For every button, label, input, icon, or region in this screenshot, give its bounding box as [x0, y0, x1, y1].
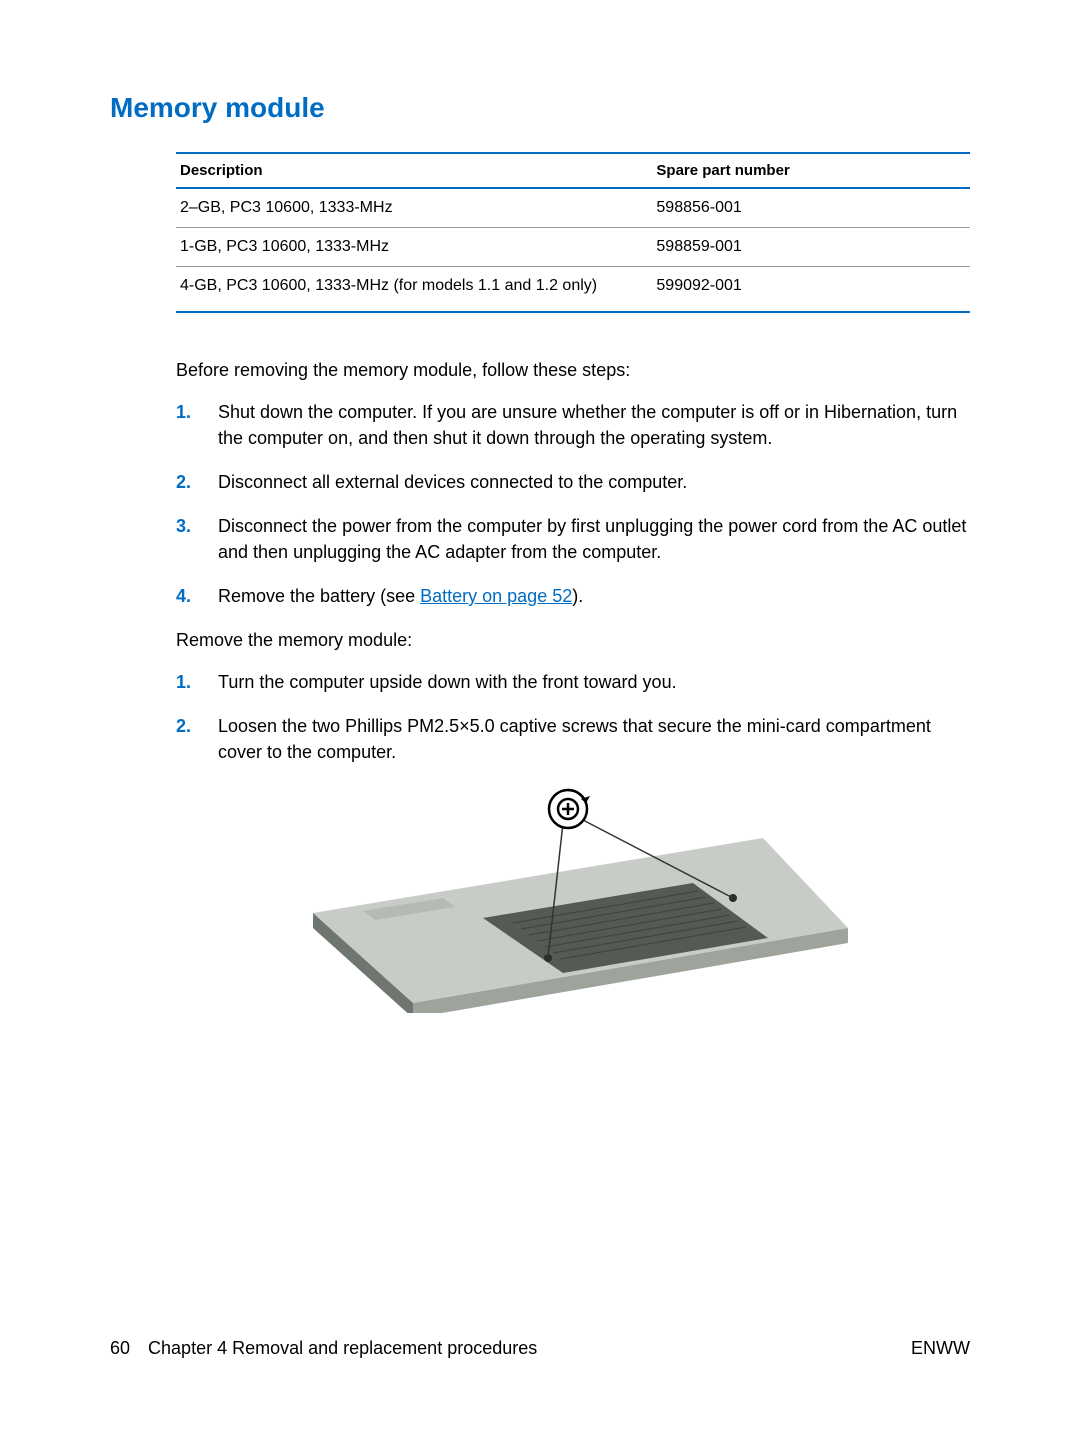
table-cell-partnumber: 598856-001	[652, 188, 970, 228]
list-item: 1. Turn the computer upside down with the…	[176, 669, 970, 695]
content-body: Description Spare part number 2–GB, PC3 …	[176, 152, 970, 1013]
intro-text: Before removing the memory module, follo…	[176, 357, 970, 383]
table-row: 1-GB, PC3 10600, 1333-MHz 598859-001	[176, 228, 970, 267]
step-text-after: ).	[572, 586, 583, 606]
step-number: 1.	[176, 399, 191, 425]
figure-container	[176, 783, 970, 1013]
list-item: 2. Disconnect all external devices connec…	[176, 469, 970, 495]
step-text-before: Remove the battery (see	[218, 586, 420, 606]
document-page: Memory module Description Spare part num…	[0, 0, 1080, 1437]
step-text: Shut down the computer. If you are unsur…	[218, 402, 957, 448]
table-header-description: Description	[176, 153, 652, 188]
table-cell-partnumber: 598859-001	[652, 228, 970, 267]
parts-table: Description Spare part number 2–GB, PC3 …	[176, 152, 970, 313]
table-row: 4-GB, PC3 10600, 1333-MHz (for models 1.…	[176, 267, 970, 313]
list-item: 2. Loosen the two Phillips PM2.5×5.0 capt…	[176, 713, 970, 765]
table-cell-partnumber: 599092-001	[652, 267, 970, 313]
intro-text-2: Remove the memory module:	[176, 627, 970, 653]
list-item: 3. Disconnect the power from the computer…	[176, 513, 970, 565]
list-item: 1. Shut down the computer. If you are uns…	[176, 399, 970, 451]
section-heading: Memory module	[110, 92, 970, 124]
step-number: 4.	[176, 583, 191, 609]
screw-callout-icon	[549, 790, 590, 828]
footer-right: ENWW	[911, 1338, 970, 1359]
page-footer: 60 Chapter 4 Removal and replacement proc…	[110, 1338, 970, 1359]
footer-left: 60 Chapter 4 Removal and replacement proc…	[110, 1338, 537, 1359]
remove-steps-list: 1. Turn the computer upside down with the…	[176, 669, 970, 765]
step-number: 2.	[176, 713, 191, 739]
list-item: 4. Remove the battery (see Battery on pag…	[176, 583, 970, 609]
laptop-bottom-illustration	[293, 783, 853, 1013]
step-number: 2.	[176, 469, 191, 495]
step-text: Turn the computer upside down with the f…	[218, 672, 677, 692]
step-text: Disconnect all external devices connecte…	[218, 472, 687, 492]
step-number: 1.	[176, 669, 191, 695]
table-row: 2–GB, PC3 10600, 1333-MHz 598856-001	[176, 188, 970, 228]
step-text: Disconnect the power from the computer b…	[218, 516, 966, 562]
battery-link[interactable]: Battery on page 52	[420, 586, 572, 606]
table-cell-description: 1-GB, PC3 10600, 1333-MHz	[176, 228, 652, 267]
table-cell-description: 4-GB, PC3 10600, 1333-MHz (for models 1.…	[176, 267, 652, 313]
table-header-partnumber: Spare part number	[652, 153, 970, 188]
page-number: 60	[110, 1338, 130, 1359]
step-text: Loosen the two Phillips PM2.5×5.0 captiv…	[218, 716, 931, 762]
prep-steps-list: 1. Shut down the computer. If you are uns…	[176, 399, 970, 609]
step-number: 3.	[176, 513, 191, 539]
chapter-title: Chapter 4 Removal and replacement proced…	[148, 1338, 537, 1358]
table-cell-description: 2–GB, PC3 10600, 1333-MHz	[176, 188, 652, 228]
